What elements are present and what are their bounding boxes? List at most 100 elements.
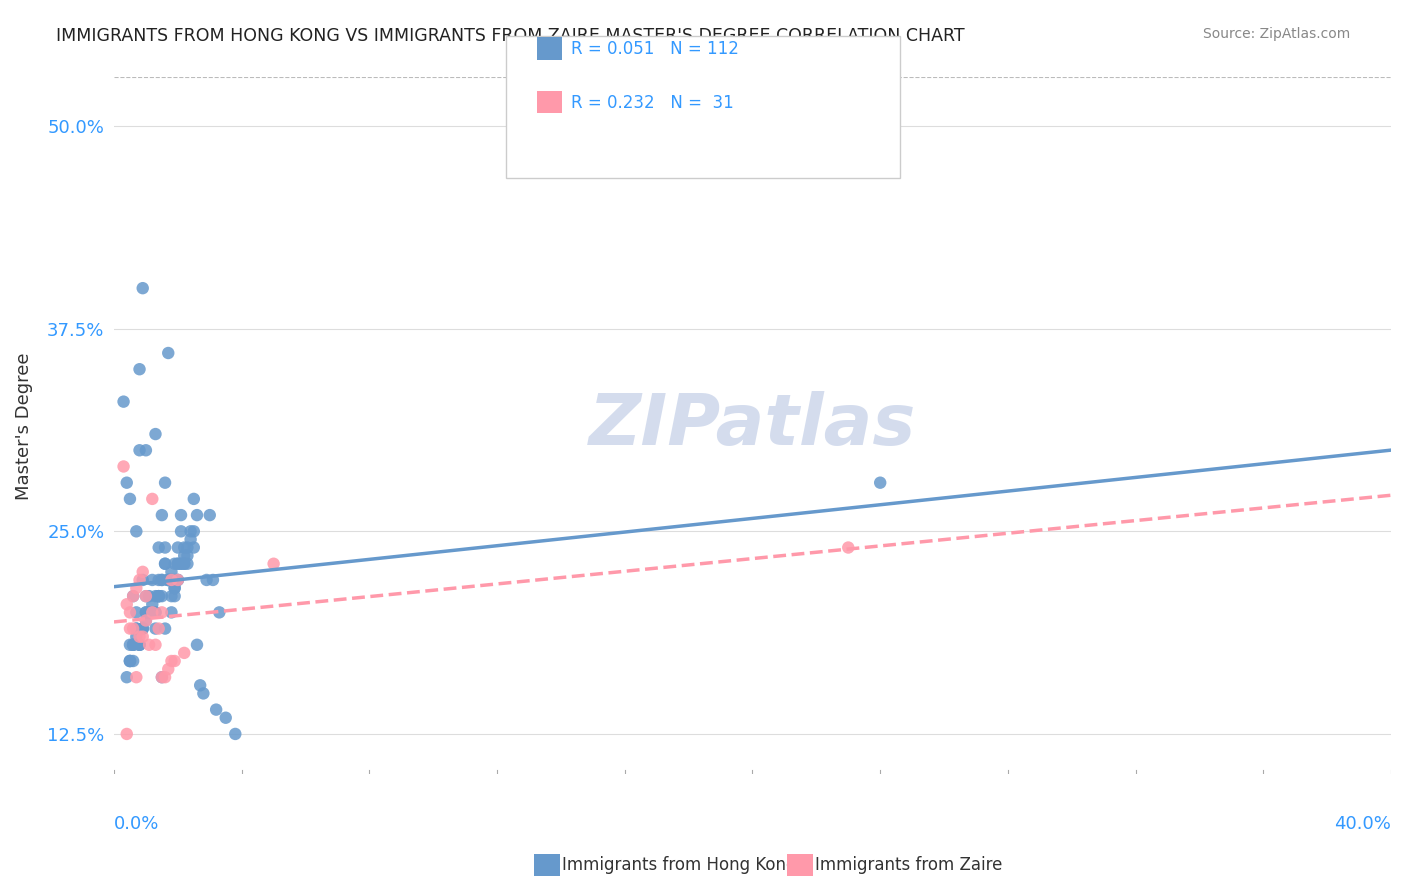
Point [132, 622, 155, 636]
Point [128, 638, 150, 652]
Point [148, 589, 170, 603]
Point [170, 557, 193, 571]
Point [166, 573, 188, 587]
Point [153, 557, 176, 571]
Point [148, 589, 170, 603]
Point [166, 541, 188, 555]
Point [166, 557, 188, 571]
Point [132, 573, 155, 587]
Point [160, 606, 183, 620]
Point [160, 565, 183, 579]
Point [132, 622, 155, 636]
Point [148, 573, 170, 587]
Point [141, 606, 163, 620]
Point [125, 524, 148, 539]
Point [205, 703, 228, 717]
Point [186, 508, 208, 522]
Text: 0.0%: 0.0% [114, 815, 159, 833]
Point [135, 606, 157, 620]
Text: Immigrants from Zaire: Immigrants from Zaire [815, 856, 1002, 874]
Point [138, 589, 160, 603]
Point [145, 606, 167, 620]
Point [145, 622, 167, 636]
Text: Source: ZipAtlas.com: Source: ZipAtlas.com [1202, 27, 1350, 41]
Point [148, 589, 170, 603]
Point [157, 573, 180, 587]
Point [173, 557, 195, 571]
Point [163, 557, 186, 571]
Point [153, 475, 176, 490]
Point [118, 654, 141, 668]
Point [145, 589, 167, 603]
Point [118, 606, 141, 620]
Point [138, 606, 160, 620]
Point [122, 589, 145, 603]
Point [118, 491, 141, 506]
Point [148, 541, 170, 555]
Point [837, 541, 859, 555]
Point [170, 524, 193, 539]
Point [128, 638, 150, 652]
Point [198, 508, 221, 522]
Point [224, 727, 246, 741]
Point [157, 346, 180, 360]
Point [150, 670, 173, 684]
Point [163, 573, 186, 587]
Text: R = 0.051   N = 112: R = 0.051 N = 112 [571, 40, 738, 58]
Text: Immigrants from Hong Kong: Immigrants from Hong Kong [562, 856, 797, 874]
Point [869, 475, 891, 490]
Point [122, 622, 145, 636]
Point [125, 630, 148, 644]
Point [128, 362, 150, 376]
Point [160, 573, 183, 587]
Point [125, 606, 148, 620]
Point [163, 581, 186, 595]
Point [115, 475, 138, 490]
Point [128, 443, 150, 458]
Point [157, 573, 180, 587]
Point [163, 654, 186, 668]
Point [132, 622, 155, 636]
Point [125, 622, 148, 636]
Point [208, 606, 231, 620]
Point [215, 711, 238, 725]
Point [138, 606, 160, 620]
Text: 40.0%: 40.0% [1334, 815, 1391, 833]
Point [173, 541, 195, 555]
Point [183, 524, 205, 539]
Point [122, 638, 145, 652]
Point [153, 670, 176, 684]
Point [118, 622, 141, 636]
Point [263, 557, 285, 571]
Point [148, 589, 170, 603]
Text: R = 0.232   N =  31: R = 0.232 N = 31 [571, 94, 734, 112]
Point [166, 573, 188, 587]
Point [141, 597, 163, 611]
Point [166, 557, 188, 571]
Point [160, 573, 183, 587]
Point [157, 573, 180, 587]
Point [160, 654, 183, 668]
Point [153, 541, 176, 555]
Point [150, 606, 173, 620]
Y-axis label: Master's Degree: Master's Degree [15, 352, 32, 500]
Point [118, 654, 141, 668]
Point [150, 508, 173, 522]
Text: ZIPatlas: ZIPatlas [589, 392, 917, 460]
Point [122, 638, 145, 652]
Point [148, 622, 170, 636]
Point [135, 614, 157, 628]
Point [173, 646, 195, 660]
Point [128, 573, 150, 587]
Point [170, 557, 193, 571]
Point [163, 581, 186, 595]
Point [176, 549, 198, 563]
Point [112, 459, 135, 474]
Point [173, 549, 195, 563]
Point [135, 589, 157, 603]
Point [201, 573, 224, 587]
Point [176, 541, 198, 555]
Point [166, 573, 188, 587]
Point [122, 638, 145, 652]
Point [125, 622, 148, 636]
